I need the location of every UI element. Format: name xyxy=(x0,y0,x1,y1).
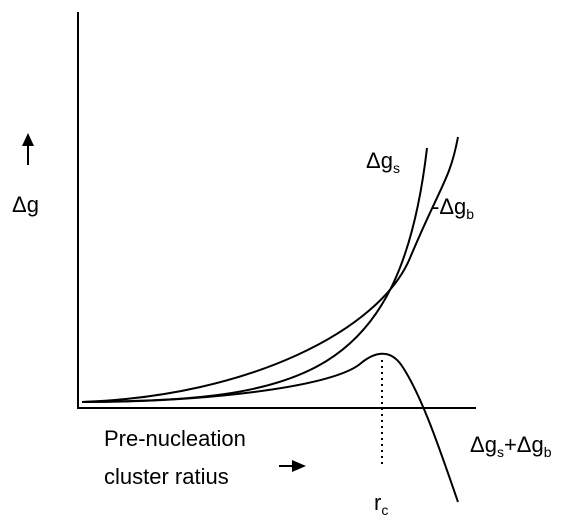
x-arrow-head xyxy=(292,460,306,472)
curve-surface xyxy=(81,147,428,403)
label-text: Δg xyxy=(366,148,393,173)
curve-label: -Δgb xyxy=(432,194,474,222)
label-sub: s xyxy=(393,160,400,176)
label-sub: s xyxy=(497,444,504,460)
label-sub: b xyxy=(466,206,474,222)
label-text: -Δg xyxy=(432,194,466,219)
label-text: r xyxy=(374,490,381,515)
label-sub: c xyxy=(381,502,388,518)
x-label: cluster ratius xyxy=(104,464,229,489)
label-text: +Δg xyxy=(504,432,544,457)
x-label: Pre-nucleation xyxy=(104,426,246,451)
critical-label: rc xyxy=(374,490,388,518)
label-text: Δg xyxy=(470,432,497,457)
curve-sum xyxy=(81,352,459,503)
label-sub: b xyxy=(544,444,552,460)
curve-label: Δgs xyxy=(366,148,400,176)
y-label: Δg xyxy=(12,192,39,217)
curve-label: Δgs+Δgb xyxy=(470,432,552,460)
y-arrow-head xyxy=(22,133,34,146)
curve-bulk xyxy=(81,136,459,403)
